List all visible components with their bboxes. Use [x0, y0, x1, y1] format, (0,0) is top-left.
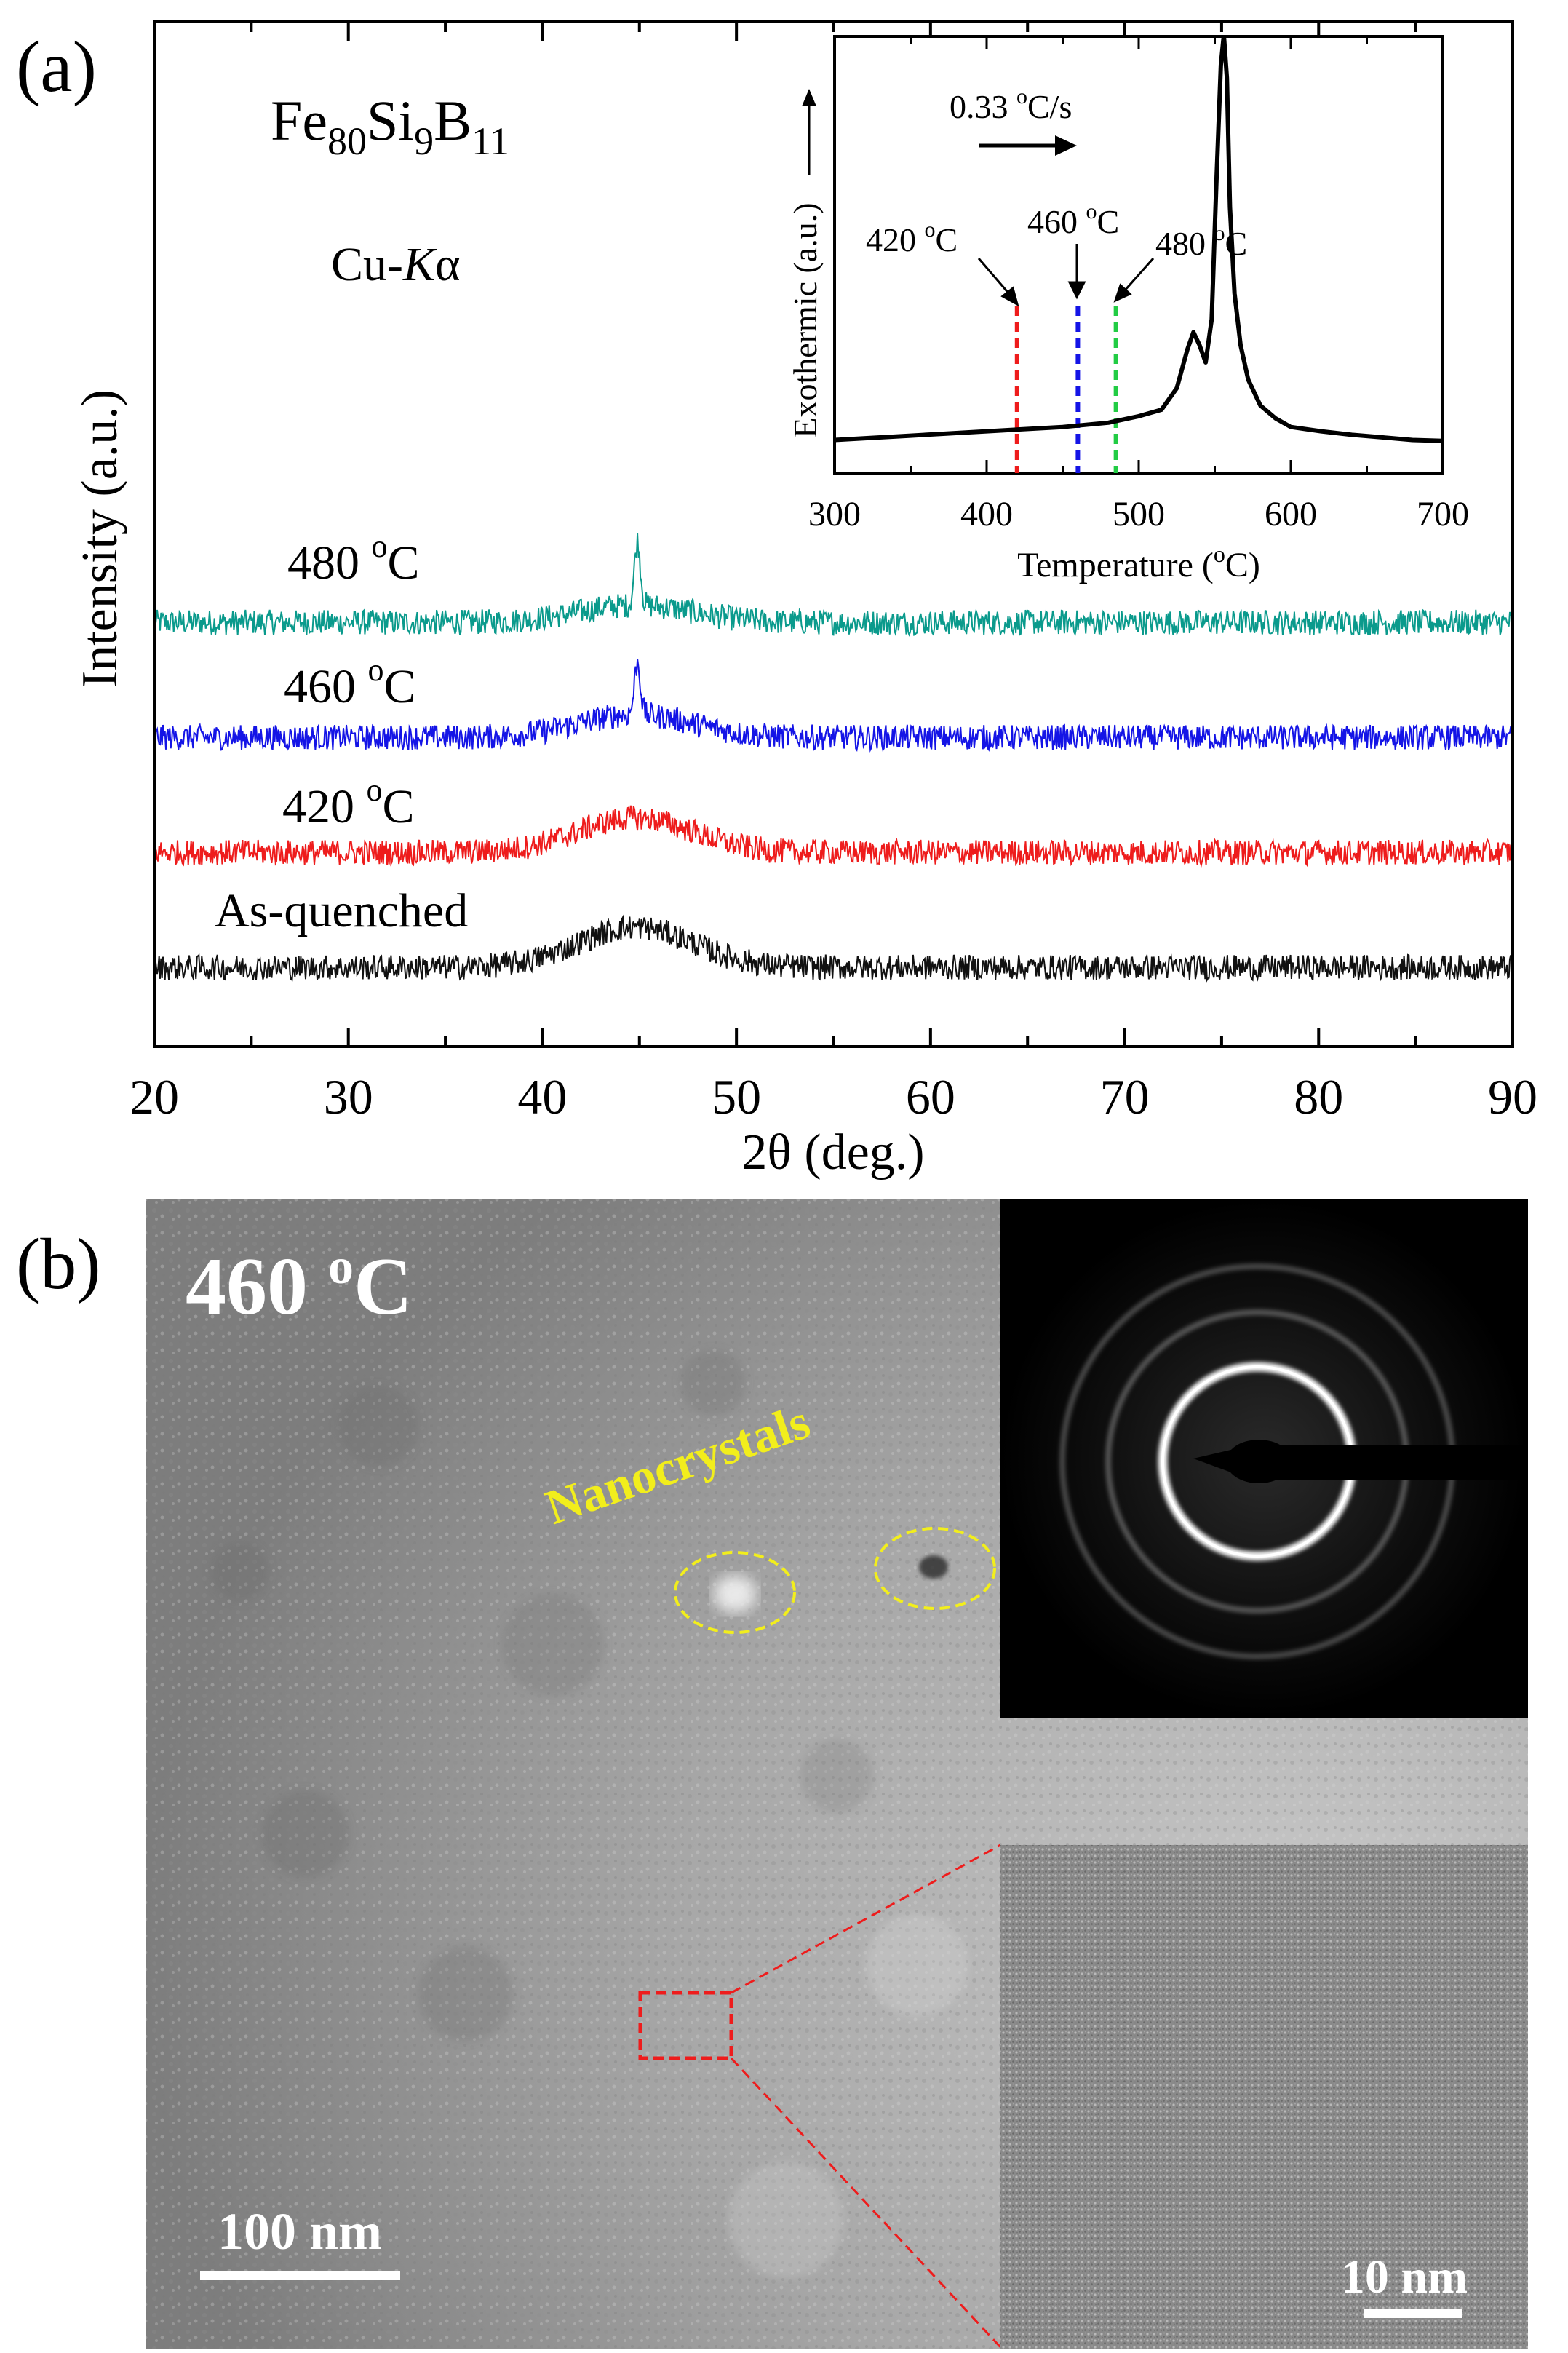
- dsc-x-axis-title: Temperature (oC): [1017, 541, 1260, 584]
- xrd-label-420: 420 oC: [282, 772, 415, 833]
- xrd-x-tick-label: 50: [712, 1069, 761, 1124]
- dsc-plot-frame: [833, 35, 1444, 475]
- tem-mottle: [211, 1350, 968, 2278]
- xrd-y-axis-title: Intensity (a.u.): [72, 389, 128, 688]
- nanocrystal-dark: [919, 1555, 948, 1579]
- xrd-x-tick-label: 80: [1294, 1069, 1343, 1124]
- zoom-line-top: [731, 1844, 1001, 1994]
- dsc-temperature-markers: [1014, 306, 1118, 473]
- dsc-y-axis-title: Exothermic (a.u.): [787, 202, 824, 437]
- xrd-x-axis-title: 2θ (deg.): [741, 1124, 924, 1181]
- dsc-curve: [835, 36, 1443, 443]
- nanocrystal-bright: [713, 1575, 757, 1613]
- dsc-inset: 300 400 500 600 700 0.33 oC/s 420 oC 460 oC …: [787, 35, 1469, 584]
- nanocrystal-circle-1: [674, 1551, 796, 1634]
- zoom-region-box: [638, 1991, 733, 2060]
- beam-stopper-tip: [1226, 1440, 1292, 1483]
- dsc-x-tick-label: 700: [1417, 495, 1469, 533]
- dsc-y-axis-arrow-head: [802, 89, 816, 106]
- xrd-x-tick-label: 20: [130, 1069, 179, 1124]
- beam-stopper: [1266, 1445, 1528, 1480]
- xrd-label-460: 460 oC: [284, 652, 416, 713]
- beam-stopper-point: [1193, 1448, 1237, 1475]
- xrd-series-line: [154, 659, 1513, 753]
- scale-bar-main-label: 100 nm: [218, 2202, 382, 2261]
- panel-a-label: (a): [16, 26, 97, 107]
- xrd-traces: [154, 533, 1513, 983]
- dsc-marker-label-480: 480 oC: [1155, 221, 1247, 262]
- dsc-x-ticks: 300 400 500 600 700: [808, 36, 1469, 533]
- dsc-marker-label-460: 460 oC: [1027, 199, 1119, 240]
- xrd-series-labels: 480 oC 460 oC 420 oC As-quenched: [215, 528, 468, 937]
- xrd-series-line: [154, 914, 1513, 983]
- dsc-x-tick-label: 300: [808, 495, 861, 533]
- dsc-heating-arrow-head: [1055, 135, 1077, 156]
- dsc-x-tick-label: 600: [1265, 495, 1317, 533]
- xrd-label-as-quenched: As-quenched: [215, 884, 468, 937]
- dsc-x-tick-label: 400: [960, 495, 1013, 533]
- scale-bar-inset-label: 10 nm: [1341, 2250, 1468, 2304]
- xrd-label-480: 480 oC: [287, 528, 420, 590]
- xrd-x-ticks: 20 30 40 50 60 70 80 90: [130, 22, 1537, 1124]
- xrd-series-line: [154, 533, 1513, 637]
- dsc-marker-arrows: [977, 244, 1155, 307]
- dsc-heating-rate-label: 0.33 oC/s: [950, 84, 1072, 125]
- xrd-x-tick-label: 70: [1100, 1069, 1150, 1124]
- xrd-x-tick-label: 40: [517, 1069, 567, 1124]
- composition-label: Fe80Si9B11: [271, 89, 509, 163]
- hrtem-inset: 10 nm: [1000, 1845, 1528, 2349]
- scale-bar-main: [200, 2271, 400, 2280]
- xrd-x-tick-label: 30: [324, 1069, 373, 1124]
- dsc-x-tick-label: 500: [1113, 495, 1165, 533]
- panel-a: (a) 20 30 40 50 60 70 80 90 480 oC 460 oC 420 o…: [16, 20, 1537, 1181]
- panel-b: (b) Nanocrystals 460 oC: [16, 1199, 1528, 2349]
- xrd-x-tick-label: 60: [906, 1069, 955, 1124]
- saed-inset: [1000, 1199, 1528, 1718]
- scale-bar-inset: [1364, 2309, 1462, 2318]
- xrd-series-line: [154, 805, 1513, 868]
- dsc-marker-label-420: 420 oC: [866, 218, 958, 258]
- tem-temperature-label: 460 oC: [186, 1239, 413, 1332]
- panel-b-label: (b): [16, 1223, 101, 1304]
- nanocrystal-circle-2: [874, 1527, 996, 1610]
- radiation-label: Cu-Kα: [331, 238, 461, 291]
- zoom-line-bottom: [730, 2057, 1002, 2349]
- xrd-x-tick-label: 90: [1488, 1069, 1537, 1124]
